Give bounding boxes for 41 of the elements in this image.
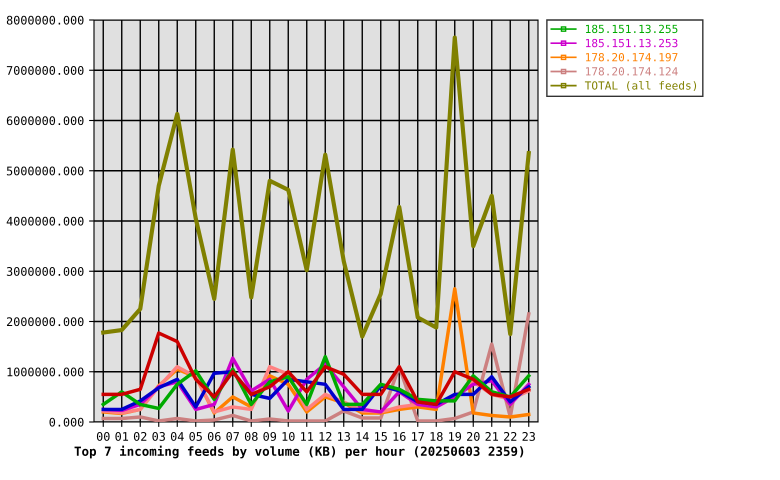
y-tick-label: 7000000.000 [6, 66, 84, 75]
line-series [102, 331, 530, 406]
x-tick-label: 14 [356, 432, 369, 441]
y-tick-label: 3000000.000 [6, 267, 84, 276]
x-tick-label: 16 [394, 432, 406, 441]
y-tick-label: 8000000.000 [6, 16, 84, 25]
legend-label: 178.20.174.197 [586, 52, 678, 62]
x-tick-label: 01 [115, 432, 128, 441]
legend-label: 178.20.174.124 [586, 67, 678, 76]
x-tick-label: 05 [189, 432, 202, 441]
x-tick-label: 06 [208, 432, 221, 441]
x-tick-label: 04 [170, 432, 184, 441]
legend-label: 185.151.13.253 [586, 38, 678, 48]
y-tick-label: 1000000.000 [8, 368, 84, 376]
x-tick-label: 10 [282, 432, 295, 441]
x-tick-label: 22 [504, 432, 516, 441]
x-tick-label: 07 [226, 432, 239, 441]
text: Top 7 incoming feeds by volume (KB) per hour (20250603 2359) [74, 446, 524, 458]
y-tick-label: 0.000 [50, 418, 84, 427]
x-tick-label: 23 [522, 432, 535, 441]
x-tick-label: 15 [375, 432, 387, 441]
x-tick-label: 17 [412, 432, 424, 441]
x-tick-label: 11 [301, 432, 314, 441]
x-tick-label: 13 [338, 432, 350, 441]
legend-label: 185.151.13.255 [586, 24, 678, 34]
y-tick-label: 6000000.000 [6, 116, 84, 126]
y-tick-label: 2000000.000 [6, 317, 84, 326]
legend-label: TOTAL (all feeds) [584, 81, 696, 91]
x-tick-label: 03 [152, 432, 165, 441]
x-tick-label: 08 [244, 432, 258, 441]
x-tick-label: 02 [134, 432, 146, 441]
x-tick-label: 20 [467, 432, 480, 441]
x-tick-label: 00 [96, 432, 110, 441]
x-tick-label: 18 [430, 432, 443, 441]
line-series [101, 36, 531, 339]
x-tick-label: 09 [263, 432, 276, 441]
y-tick-label: 5000000.000 [6, 166, 84, 176]
x-tick-label: 19 [449, 432, 462, 441]
y-tick-label: 4000000.000 [6, 216, 84, 226]
x-tick-label: 12 [320, 432, 332, 441]
x-tick-label: 21 [486, 432, 498, 441]
